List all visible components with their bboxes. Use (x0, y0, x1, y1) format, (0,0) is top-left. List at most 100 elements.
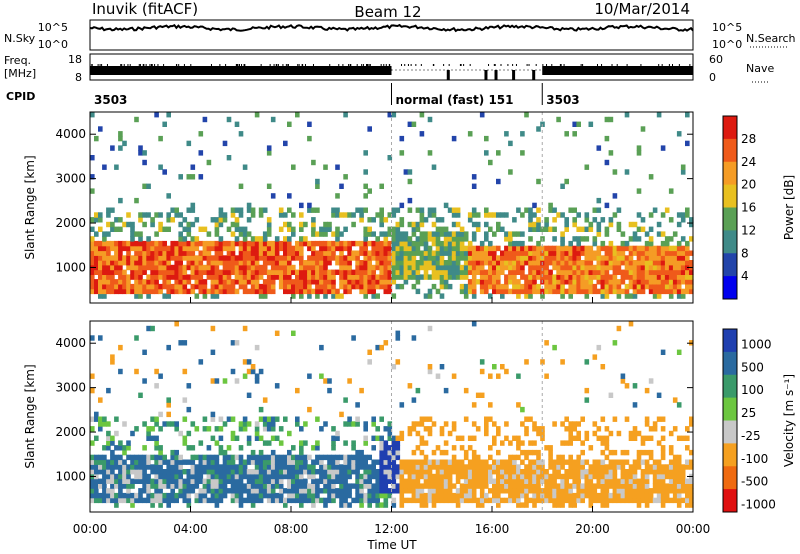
heatmap-cell (604, 269, 610, 275)
heatmap-cell (291, 464, 296, 470)
heatmap-cell (459, 274, 465, 280)
heatmap-cell (218, 240, 224, 247)
heatmap-cell (367, 255, 372, 261)
heatmap-cell (319, 274, 324, 280)
heatmap-cell (315, 454, 320, 461)
heatmap-cell (544, 226, 549, 232)
heatmap-cell (246, 207, 252, 213)
heatmap-cell (162, 279, 167, 285)
nave-tick-top: 60 (709, 53, 723, 66)
heatmap-cell (689, 449, 694, 456)
heatmap-cell (504, 260, 509, 266)
heatmap-cell (291, 264, 296, 271)
heatmap-cell (387, 226, 393, 232)
heatmap-cell (668, 264, 674, 271)
heatmap-cell (283, 236, 288, 242)
heatmap-cell (556, 469, 561, 475)
heatmap-cell (584, 435, 590, 441)
heatmap-cell (512, 497, 517, 504)
heatmap-cell (660, 279, 666, 285)
heatmap-cell (154, 368, 159, 375)
heatmap-cell (524, 293, 529, 299)
heatmap-cell (512, 250, 517, 256)
heatmap-cell (644, 269, 650, 275)
heatmap-cell (588, 226, 594, 232)
heatmap-cell (564, 274, 569, 280)
heatmap-cell (588, 488, 594, 494)
heatmap-cell (287, 454, 292, 461)
station-title: Inuvik (fitACF) (92, 0, 198, 18)
heatmap-cell (122, 274, 127, 280)
heatmap-cell (90, 464, 95, 470)
heatmap-cell (94, 473, 99, 480)
heatmap-cell (576, 226, 581, 232)
heatmap-cell (652, 250, 658, 256)
heatmap-cell (295, 492, 300, 499)
heatmap-cell (274, 454, 280, 461)
heatmap-cell (266, 483, 272, 489)
heatmap-cell (528, 236, 533, 242)
heatmap-cell (202, 464, 208, 470)
heatmap-cell (536, 483, 541, 489)
heatmap-cell (504, 469, 509, 475)
heatmap-cell (459, 283, 465, 290)
heatmap-cell (258, 240, 264, 247)
heatmap-cell (371, 283, 376, 290)
heatmap-cell (319, 464, 324, 470)
heatmap-cell (488, 260, 493, 266)
freq-tick-top: 18 (68, 53, 82, 66)
heatmap-cell (146, 497, 151, 504)
heatmap-cell (488, 250, 493, 256)
heatmap-cell (154, 478, 159, 484)
heatmap-cell (463, 449, 469, 456)
heatmap-cell (307, 454, 312, 461)
heatmap-cell (443, 459, 449, 465)
heatmap-cell (423, 217, 429, 223)
heatmap-cell (403, 236, 409, 242)
heatmap-cell (680, 497, 686, 504)
heatmap-cell (246, 274, 252, 280)
heatmap-cell (323, 240, 328, 247)
heatmap-cell (142, 288, 147, 295)
heatmap-cell (620, 378, 626, 384)
heatmap-cell (652, 288, 658, 295)
heatmap-cell (516, 469, 521, 475)
heatmap-cell (660, 426, 666, 432)
heatmap-cell (206, 483, 212, 489)
heatmap-cell (238, 488, 244, 494)
heatmap-cell (435, 269, 441, 275)
heatmap-cell (620, 260, 626, 266)
heatmap-cell (218, 207, 224, 213)
heatmap-cell (230, 255, 236, 261)
heatmap-cell (580, 236, 585, 242)
heatmap-cell (343, 274, 348, 280)
heatmap-cell (291, 231, 296, 237)
heatmap-cell (403, 478, 409, 484)
heatmap-cell (423, 250, 429, 256)
heatmap-cell (504, 245, 509, 252)
heatmap-cell (604, 469, 610, 475)
heatmap-cell (311, 159, 316, 166)
heatmap-cell (311, 274, 316, 280)
heatmap-cell (299, 464, 304, 470)
heatmap-cell (564, 473, 569, 480)
heatmap-cell (628, 469, 634, 475)
heatmap-cell (198, 279, 204, 285)
heatmap-cell (234, 378, 240, 384)
heatmap-cell (90, 174, 95, 180)
heatmap-cell (640, 435, 646, 441)
heatmap-cell (214, 231, 220, 237)
heatmap-cell (564, 131, 569, 137)
heatmap-cell (689, 421, 694, 427)
heatmap-cell (238, 207, 244, 213)
heatmap-cell (162, 469, 167, 475)
heatmap-cell (640, 459, 646, 465)
heatmap-cell (327, 279, 332, 285)
heatmap-cell (375, 488, 380, 494)
heatmap-cell (576, 497, 581, 504)
heatmap-cell (186, 488, 192, 494)
heatmap-cell (488, 488, 493, 494)
heatmap-cell (363, 240, 368, 247)
heatmap-cell (222, 255, 228, 261)
heatmap-cell (552, 236, 557, 242)
